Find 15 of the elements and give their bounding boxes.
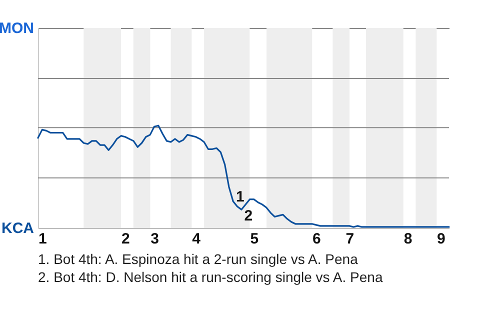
annotation: 2	[244, 208, 253, 225]
x-tick-label: 6	[312, 230, 321, 248]
x-tick-label: 4	[192, 230, 202, 248]
text: KCA	[2, 220, 34, 237]
x-tick-label: 8	[404, 230, 412, 248]
text: 2. Bot 4th: D. Nelson hit a run-scoring single vs A. Pena	[38, 268, 384, 286]
x-tick-label: 1	[38, 230, 47, 248]
x-tick-label: 5	[250, 230, 259, 248]
x-tick-label: 3	[150, 230, 159, 248]
x-tick-label: 7	[346, 230, 354, 248]
x-tick-label: 2	[122, 230, 130, 248]
text: MON	[0, 20, 34, 37]
annotation: 1	[236, 188, 244, 206]
text: 1. Bot 4th: A. Espinoza hit a 2-run single vs A. Pena	[38, 250, 359, 268]
x-tick-label: 9	[437, 230, 446, 248]
